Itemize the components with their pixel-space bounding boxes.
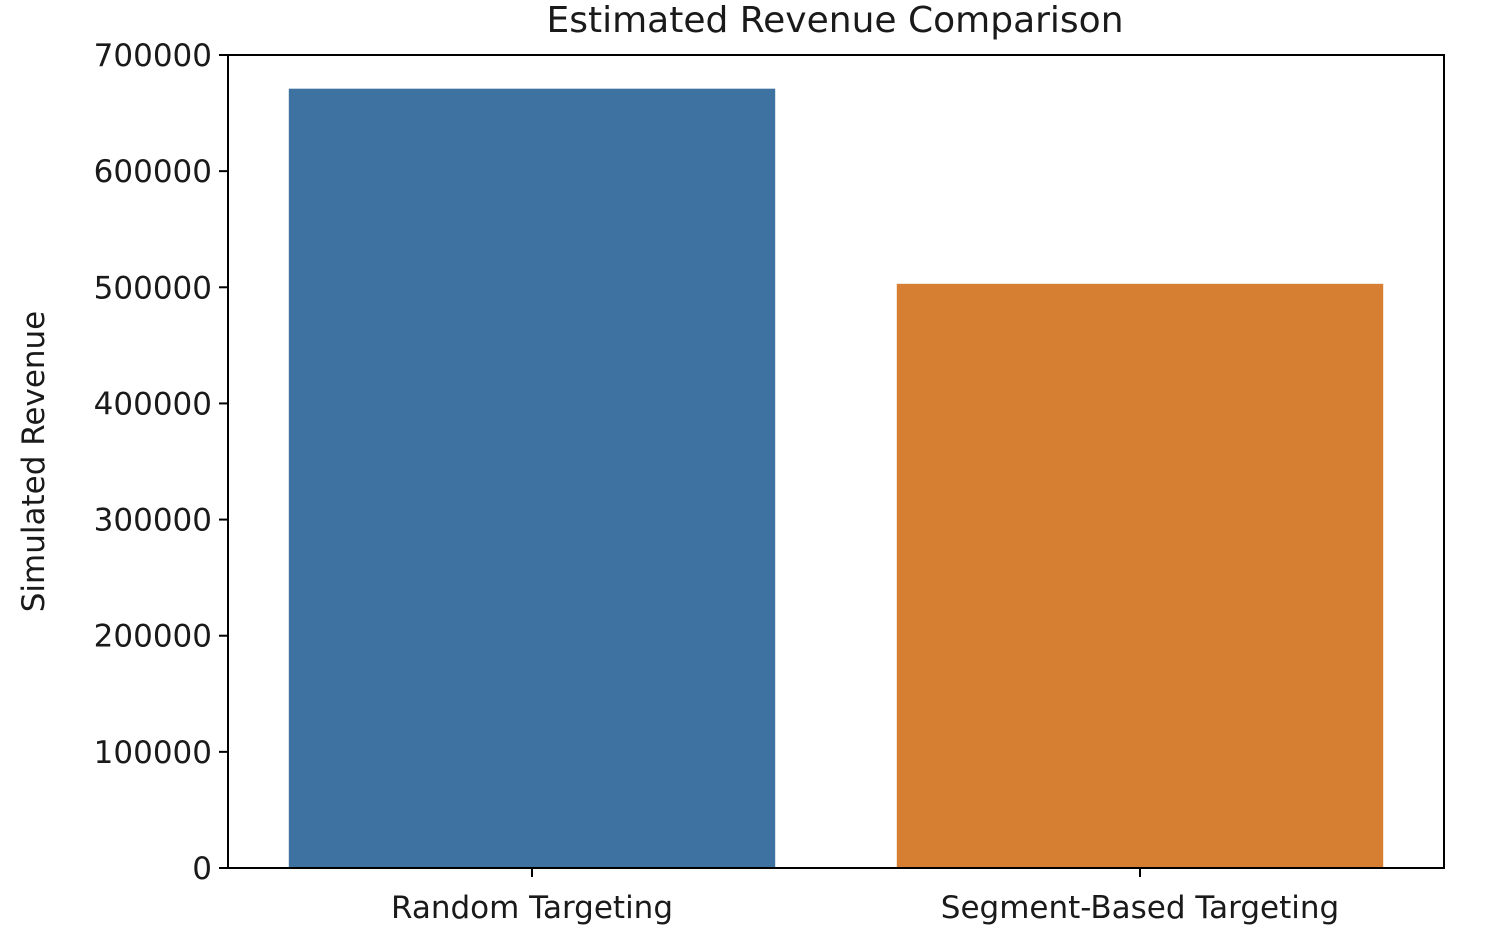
y-axis-label: Simulated Revenue	[16, 311, 52, 613]
x-tick-label: Random Targeting	[391, 890, 673, 926]
bars-group	[288, 88, 1384, 869]
y-tick-label: 0	[192, 851, 212, 887]
y-tick-label: 700000	[94, 38, 212, 74]
x-tick-label: Segment-Based Targeting	[941, 890, 1339, 926]
x-axis-ticks: Random Targeting Segment-Based Targeting	[391, 868, 1339, 926]
y-tick-label: 500000	[94, 270, 212, 306]
y-tick-label: 200000	[94, 619, 212, 655]
plot-frame	[227, 54, 1445, 869]
y-tick-label: 300000	[94, 503, 212, 539]
y-tick-label: 600000	[94, 154, 212, 190]
y-tick-label: 100000	[94, 735, 212, 771]
chart-title: Estimated Revenue Comparison	[546, 0, 1123, 41]
y-tick-label: 400000	[94, 386, 212, 422]
bar-segment-based-targeting	[896, 283, 1384, 869]
bar-random-targeting	[288, 88, 776, 869]
y-axis-ticks: 0 100000 200000 300000 400000 500000 600000 700…	[94, 38, 228, 887]
